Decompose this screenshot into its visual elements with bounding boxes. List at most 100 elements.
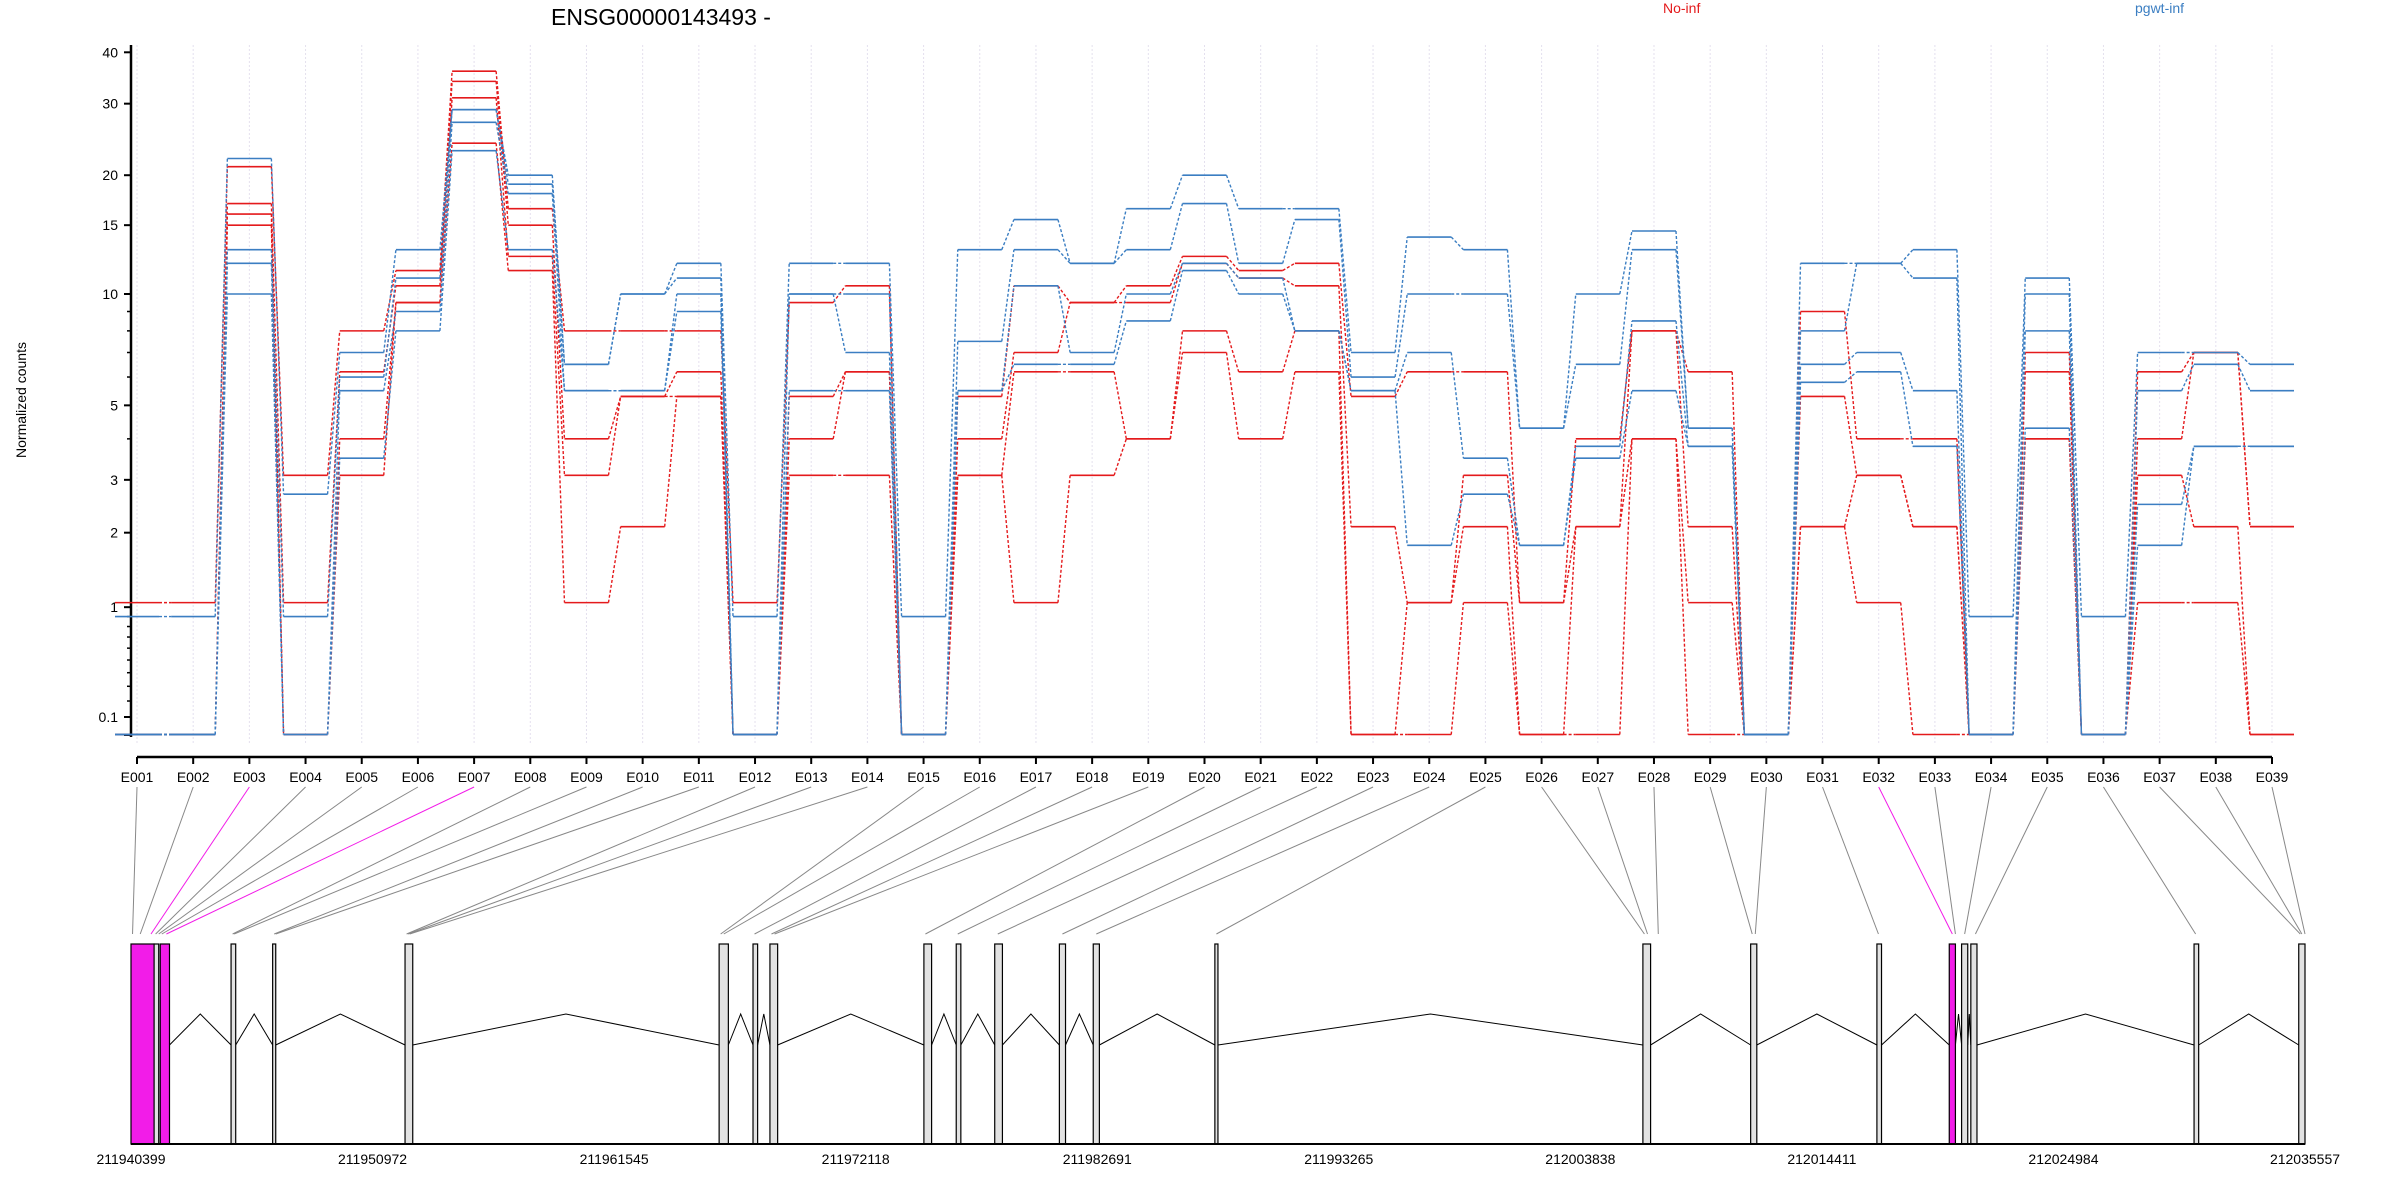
x-tick-label-e038: E038 bbox=[2199, 769, 2232, 785]
pgwt-inf-sample-3-link bbox=[1225, 262, 1240, 279]
pgwt-inf-sample-3-link bbox=[439, 122, 453, 312]
x-tick-label-e037: E037 bbox=[2143, 769, 2176, 785]
pgwt-inf-sample-3-link bbox=[551, 193, 566, 391]
no-inf-sample-1-link bbox=[1338, 263, 1352, 397]
pgwt-inf-sample-4-link bbox=[2012, 428, 2026, 735]
pgwt-inf-sample-2-link bbox=[1113, 249, 1127, 264]
x-tick-label-e026: E026 bbox=[1525, 769, 1558, 785]
genomic-tick-label: 211940399 bbox=[96, 1151, 165, 1167]
connector-e014 bbox=[409, 786, 868, 935]
x-tick-label-e016: E016 bbox=[963, 769, 996, 785]
x-tick-label-e002: E002 bbox=[177, 769, 210, 785]
pgwt-inf-sample-3-link bbox=[2124, 504, 2139, 735]
no-inf-sample-2-link bbox=[2237, 352, 2251, 527]
pgwt-inf-sample-3-link bbox=[1394, 352, 1408, 391]
connector-e011 bbox=[275, 786, 700, 935]
x-tick-label-e007: E007 bbox=[458, 769, 491, 785]
connector-e019 bbox=[774, 786, 1149, 935]
chart-title: ENSG00000143493 - bbox=[551, 4, 771, 30]
no-inf-sample-4-link bbox=[1225, 352, 1240, 439]
y-tick-label: 20 bbox=[102, 167, 118, 183]
no-inf-sample-4-link bbox=[551, 270, 566, 603]
pgwt-inf-sample-1-link bbox=[664, 263, 678, 295]
pgwt-inf-sample-1-link bbox=[944, 249, 959, 617]
no-inf-sample-3-link bbox=[495, 97, 509, 257]
x-tick-label-e020: E020 bbox=[1188, 769, 1221, 785]
pgwt-inf-sample-4-link bbox=[1113, 320, 1127, 365]
pgwt-inf-sample-1-link bbox=[383, 249, 397, 353]
pgwt-inf-sample-3-link bbox=[1450, 352, 1465, 459]
connector-e036 bbox=[2103, 786, 2197, 935]
no-inf-sample-2-link bbox=[2124, 438, 2139, 735]
no-inf-sample-3-link bbox=[1001, 371, 1015, 476]
connector-e020 bbox=[925, 786, 1205, 935]
no-inf-sample-4-link bbox=[1338, 371, 1352, 735]
pgwt-inf-sample-4-link bbox=[1450, 493, 1465, 546]
x-tick-label-e009: E009 bbox=[570, 769, 603, 785]
pgwt-inf-sample-2-link bbox=[1169, 203, 1184, 250]
pgwt-inf-sample-3-link bbox=[776, 293, 790, 735]
no-inf-sample-1-link bbox=[1619, 330, 1633, 439]
pgwt-inf-sample-1-link bbox=[1057, 219, 1071, 264]
x-tick-label-e019: E019 bbox=[1132, 769, 1165, 785]
no-inf-sample-3-link bbox=[1394, 602, 1408, 735]
connector-e032 bbox=[1878, 786, 1953, 935]
x-tick-label-e008: E008 bbox=[514, 769, 547, 785]
pgwt-inf-sample-3-link bbox=[2068, 330, 2083, 735]
pgwt-inf-sample-1-link bbox=[2012, 277, 2026, 617]
no-inf-sample-2-link bbox=[1057, 302, 1071, 353]
y-tick-label: 15 bbox=[102, 217, 118, 233]
exon-block bbox=[1214, 943, 1219, 1145]
pgwt-inf-sample-2-link bbox=[1001, 249, 1015, 342]
no-inf-sample-3-link bbox=[776, 438, 790, 735]
intron bbox=[1217, 1013, 1643, 1046]
bin-to-exon-connectors bbox=[132, 786, 2306, 935]
pgwt-inf-sample-1-link bbox=[1338, 208, 1352, 353]
no-inf-sample-3-link bbox=[2124, 475, 2139, 735]
pgwt-inf-sample-2-link bbox=[1394, 293, 1408, 378]
pgwt-inf-sample-1-link bbox=[888, 263, 903, 617]
intron bbox=[727, 1012, 754, 1046]
connector-e010 bbox=[273, 786, 643, 935]
pgwt-inf-sample-2-link bbox=[1338, 219, 1352, 378]
pgwt-inf-sample-2-link bbox=[607, 293, 622, 365]
pgwt-inf-sample-1-link bbox=[214, 158, 229, 617]
exon-block bbox=[404, 943, 414, 1145]
no-inf-sample-3-link bbox=[2237, 526, 2251, 735]
pgwt-inf-sample-4-link bbox=[1787, 382, 1802, 735]
pgwt-inf-sample-3-link bbox=[1169, 263, 1184, 295]
x-tick-label-e014: E014 bbox=[851, 769, 884, 785]
no-inf-sample-4-link bbox=[495, 143, 509, 271]
x-tick-label-e010: E010 bbox=[626, 769, 659, 785]
pgwt-inf-sample-4-link bbox=[214, 293, 229, 735]
pgwt-inf-sample-1-link bbox=[2237, 352, 2251, 365]
connector-e022 bbox=[997, 786, 1318, 935]
pgwt-inf-sample-2-link bbox=[1900, 262, 1914, 279]
genomic-tick-label: 212024984 bbox=[2028, 1151, 2098, 1167]
pgwt-inf-sample-1-link bbox=[1562, 293, 1577, 429]
no-inf-sample-3-link bbox=[607, 396, 622, 476]
no-inf-sample-2-link bbox=[607, 396, 622, 440]
pgwt-inf-sample-2-link bbox=[1282, 219, 1296, 264]
connector-e027 bbox=[1597, 786, 1648, 935]
connector-e005 bbox=[158, 786, 363, 935]
connector-e012 bbox=[406, 786, 756, 935]
x-tick-label-e025: E025 bbox=[1469, 769, 1502, 785]
exon-block bbox=[2298, 943, 2306, 1145]
no-inf-sample-3-link bbox=[1843, 475, 1858, 527]
pgwt-inf-sample-1-link bbox=[776, 263, 790, 617]
no-inf-sample-1-link bbox=[1562, 438, 1577, 603]
no-inf-sample-2-link bbox=[270, 203, 285, 603]
x-tick-label-e028: E028 bbox=[1638, 769, 1671, 785]
no-inf-sample-1-link bbox=[1843, 311, 1858, 439]
no-inf-sample-4-link bbox=[1057, 475, 1071, 603]
pgwt-inf-sample-3-link bbox=[832, 293, 847, 353]
exon-block bbox=[1092, 943, 1100, 1145]
no-inf-sample-4-link bbox=[1281, 371, 1296, 439]
x-tick-label-e036: E036 bbox=[2087, 769, 2120, 785]
pgwt-inf-sample-3-link bbox=[1844, 352, 1858, 365]
x-tick-label-e024: E024 bbox=[1413, 769, 1446, 785]
pgwt-inf-sample-4-link bbox=[720, 311, 734, 735]
pgwt-inf-sample-2-link bbox=[495, 109, 509, 185]
gene-model: 211940399 211950972 211961545 211972118 2119… bbox=[96, 943, 2340, 1167]
